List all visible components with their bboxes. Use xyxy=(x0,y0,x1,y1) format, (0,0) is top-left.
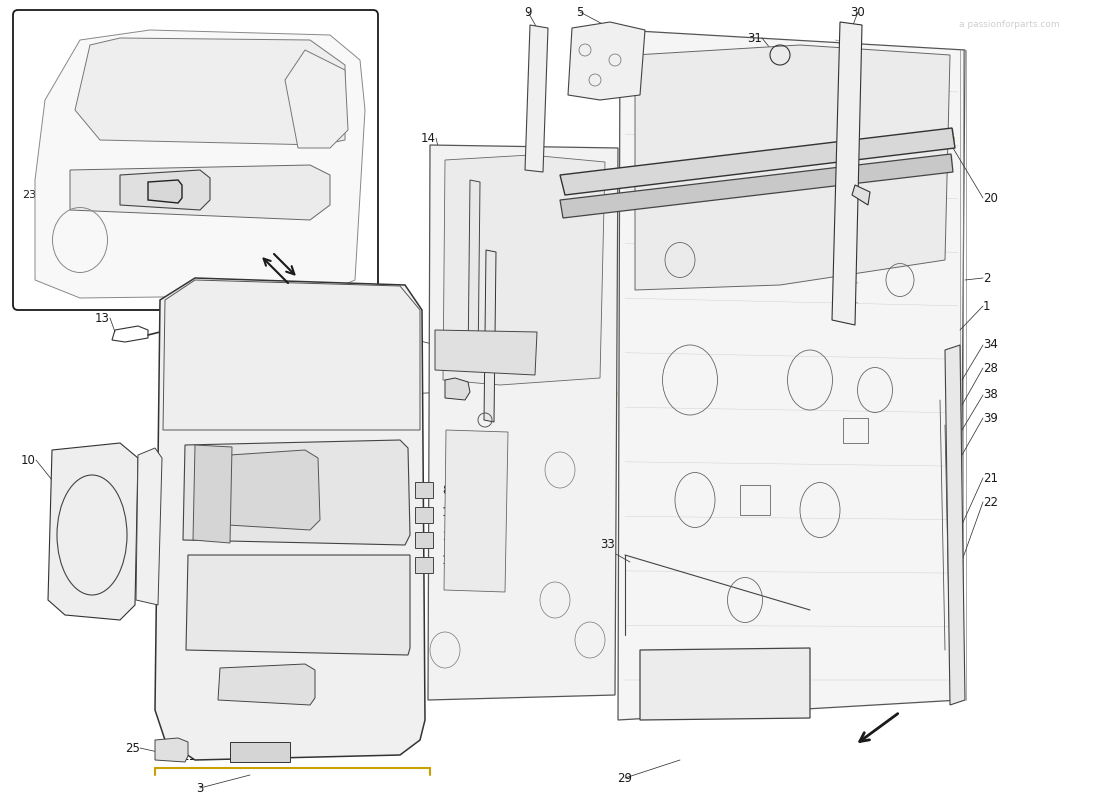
Text: 27: 27 xyxy=(355,406,370,418)
Polygon shape xyxy=(468,180,480,367)
Polygon shape xyxy=(228,450,320,530)
Polygon shape xyxy=(560,128,955,195)
Polygon shape xyxy=(75,38,345,145)
Polygon shape xyxy=(832,22,862,325)
Text: 17: 17 xyxy=(442,554,456,566)
Text: 3: 3 xyxy=(196,782,204,794)
Polygon shape xyxy=(560,154,953,218)
Text: 33: 33 xyxy=(600,538,615,551)
Text: 1: 1 xyxy=(983,299,990,313)
Text: 20: 20 xyxy=(983,191,998,205)
Polygon shape xyxy=(218,664,315,705)
Polygon shape xyxy=(155,738,188,762)
Polygon shape xyxy=(635,45,950,290)
Text: 30: 30 xyxy=(850,6,866,18)
Text: 31: 31 xyxy=(747,31,762,45)
Polygon shape xyxy=(136,448,162,605)
Text: 9: 9 xyxy=(525,6,531,18)
Text: 7: 7 xyxy=(100,454,108,466)
Text: 4: 4 xyxy=(485,235,493,249)
Polygon shape xyxy=(640,648,810,720)
Text: 29: 29 xyxy=(617,771,632,785)
Polygon shape xyxy=(35,30,365,298)
Text: 32: 32 xyxy=(882,166,896,178)
Text: 18: 18 xyxy=(238,750,253,762)
Polygon shape xyxy=(183,440,410,545)
Bar xyxy=(415,507,433,523)
Bar xyxy=(740,485,770,515)
Bar xyxy=(415,532,433,548)
Bar xyxy=(415,482,433,498)
Text: 38: 38 xyxy=(983,389,998,402)
Bar xyxy=(415,557,433,573)
Text: 8: 8 xyxy=(442,483,450,497)
Polygon shape xyxy=(155,278,425,760)
Text: 16: 16 xyxy=(370,389,385,402)
Bar xyxy=(843,418,868,442)
Text: 39: 39 xyxy=(983,411,998,425)
Polygon shape xyxy=(525,25,548,172)
Text: 19: 19 xyxy=(446,171,460,185)
Polygon shape xyxy=(192,445,232,543)
Polygon shape xyxy=(444,430,508,592)
Polygon shape xyxy=(443,155,605,385)
Text: 24: 24 xyxy=(295,409,310,422)
Polygon shape xyxy=(434,330,537,375)
Text: 26: 26 xyxy=(442,530,456,543)
Polygon shape xyxy=(163,280,420,430)
Text: 25: 25 xyxy=(125,742,140,754)
FancyBboxPatch shape xyxy=(13,10,378,310)
Polygon shape xyxy=(48,443,138,620)
Polygon shape xyxy=(446,378,470,400)
Polygon shape xyxy=(285,50,348,148)
Polygon shape xyxy=(945,345,965,705)
Text: a passionforparts.com: a passionforparts.com xyxy=(583,375,817,485)
Polygon shape xyxy=(568,22,645,100)
Polygon shape xyxy=(120,170,210,210)
Text: 13: 13 xyxy=(95,311,110,325)
Text: 21: 21 xyxy=(983,471,998,485)
Text: 1085: 1085 xyxy=(702,438,858,542)
Polygon shape xyxy=(186,555,410,655)
Text: 10: 10 xyxy=(21,454,36,466)
Text: 34: 34 xyxy=(983,338,998,351)
Text: 23: 23 xyxy=(22,190,36,200)
Text: 28: 28 xyxy=(983,362,998,374)
Text: 15: 15 xyxy=(442,506,456,519)
Text: a passionforparts.com: a passionforparts.com xyxy=(959,20,1060,29)
Polygon shape xyxy=(852,185,870,205)
Text: 23: 23 xyxy=(40,178,55,191)
Polygon shape xyxy=(618,30,965,720)
Bar xyxy=(230,742,290,762)
Text: 5: 5 xyxy=(576,6,584,18)
Text: 22: 22 xyxy=(983,495,998,509)
Polygon shape xyxy=(484,250,496,422)
Polygon shape xyxy=(148,180,182,203)
Text: 6: 6 xyxy=(377,326,385,338)
Polygon shape xyxy=(70,165,330,220)
Polygon shape xyxy=(428,145,618,700)
Text: 27: 27 xyxy=(295,462,310,474)
Text: 11: 11 xyxy=(182,750,197,763)
Text: 14: 14 xyxy=(421,131,436,145)
Text: 2: 2 xyxy=(983,271,990,285)
